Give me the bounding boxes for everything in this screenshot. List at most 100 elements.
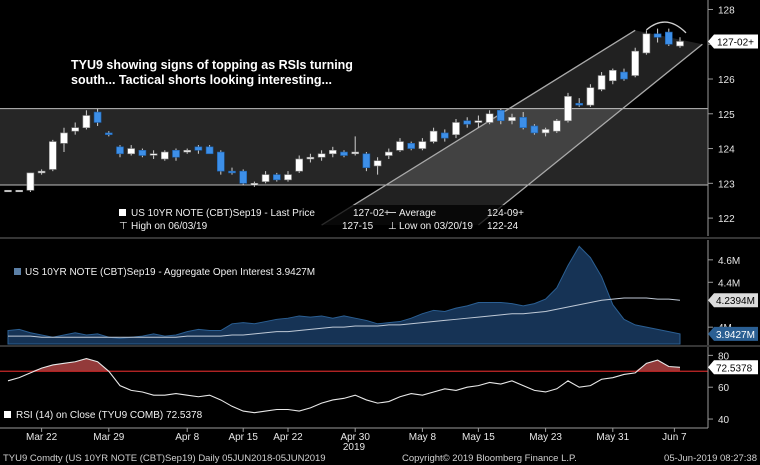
candle-body xyxy=(530,125,539,134)
oi-average-tag-bg xyxy=(708,293,758,308)
rsi-value-tag: 72.5378 xyxy=(708,360,758,375)
rsi-axis-ticks: 80 60 40 xyxy=(708,351,730,426)
candle-body xyxy=(664,31,673,45)
candle-body xyxy=(93,111,102,123)
average-legend-label: Average xyxy=(399,208,437,219)
candle-body xyxy=(653,33,662,38)
price-panel: 128127126125124123122 127-02+ xyxy=(0,0,758,236)
rsi-tick-label: 60 xyxy=(718,383,730,394)
last-price-legend-value: 127-02+ xyxy=(353,208,390,219)
rsi-overbought-fill xyxy=(8,358,680,372)
candle-body xyxy=(642,33,651,54)
candle-body xyxy=(474,120,483,123)
candle-body xyxy=(418,141,427,149)
candle-body xyxy=(440,132,449,139)
candle-body xyxy=(575,103,584,106)
average-legend-value: 124-09+ xyxy=(487,208,524,219)
rsi-value-tag-bg xyxy=(708,360,758,375)
price-tick-label: 125 xyxy=(718,110,735,121)
candle-body xyxy=(552,120,561,132)
candle-body xyxy=(564,96,572,122)
x-tick-label: Apr 30 xyxy=(340,432,370,443)
candle-body xyxy=(541,129,550,134)
oi-legend-swatch xyxy=(14,268,21,275)
rising-channel xyxy=(321,30,703,226)
annotation-line-2: south... Tactical shorts looking interes… xyxy=(71,73,332,87)
candle-body xyxy=(407,143,416,149)
candle-body xyxy=(250,183,259,186)
footer-security-info: TYU9 Comdty (US 10YR NOTE (CBT)Sep19) Da… xyxy=(3,453,326,464)
candle-body xyxy=(306,156,315,160)
footer-timestamp: 05-Jun-2019 08:27:38 xyxy=(664,453,757,464)
channel-lower-line xyxy=(477,43,703,226)
low-marker-icon: ⊥ xyxy=(388,221,397,232)
annotation-line-1: TYU9 showing signs of topping as RSIs tu… xyxy=(71,58,353,72)
price-tick-label: 124 xyxy=(718,145,735,156)
candle-body xyxy=(676,41,684,47)
candle-body xyxy=(228,170,236,174)
candle-body xyxy=(597,75,606,90)
x-axis-ticks: Mar 22 Mar 29 Apr 8 Apr 15 Apr 22 Apr 30 May 8… xyxy=(26,428,687,443)
candle-body xyxy=(508,116,516,122)
open-interest-area xyxy=(7,245,681,345)
x-tick-label: May 23 xyxy=(529,432,562,443)
price-tick-label: 123 xyxy=(718,179,735,190)
candle-body xyxy=(362,153,371,168)
oi-last-tag-bg xyxy=(708,326,758,341)
price-tick-label: 126 xyxy=(718,75,735,86)
candle-body xyxy=(463,120,472,125)
rsi-line xyxy=(7,357,681,414)
candle-body xyxy=(261,174,270,182)
candle-body xyxy=(48,141,57,170)
last-price-legend-label: US 10YR NOTE (CBT)Sep19 - Last Price xyxy=(131,208,315,219)
candle-body xyxy=(239,170,247,184)
candle-body xyxy=(82,115,91,128)
x-tick-label: Jun 7 xyxy=(662,432,687,443)
candle-body xyxy=(15,189,23,193)
rsi-tick-label: 80 xyxy=(718,351,730,362)
oi-last-tag-label: 3.9427M xyxy=(716,330,755,341)
oi-average-tag: 4.2394M xyxy=(708,293,758,308)
low-legend-value: 122-24 xyxy=(487,221,519,232)
candle-body xyxy=(295,158,304,172)
candle-body xyxy=(105,132,113,135)
rsi-panel: 80 60 40 72.5378 RSI (14) on Close (TYU9 C… xyxy=(0,347,758,428)
candle-body xyxy=(351,151,360,155)
topping-arc xyxy=(645,21,687,34)
candle-body xyxy=(485,113,494,123)
price-tick-label: 122 xyxy=(718,214,735,225)
candle-body xyxy=(384,151,393,156)
x-tick-label: May 15 xyxy=(462,432,495,443)
candle-body xyxy=(496,110,505,122)
rsi-value-tag-label: 72.5378 xyxy=(716,363,753,374)
candle-body xyxy=(620,71,628,80)
candle-body xyxy=(116,146,124,155)
oi-last-tag: 3.9427M xyxy=(708,326,758,341)
low-legend-label: Low on 03/20/19 xyxy=(399,221,473,232)
candle-body xyxy=(608,70,617,82)
price-candles xyxy=(4,28,684,193)
candle-body xyxy=(328,149,337,155)
candle-body xyxy=(373,160,382,167)
x-tick-label: Mar 22 xyxy=(26,432,58,443)
rsi-legend-swatch xyxy=(4,411,11,418)
candle-body xyxy=(127,148,135,155)
oi-legend-label: US 10YR NOTE (CBT)Sep19 - Aggregate Open… xyxy=(25,267,315,278)
open-interest-average-line xyxy=(8,297,681,338)
x-tick-label: Apr 8 xyxy=(175,432,199,443)
oi-tick-label: 4.6M xyxy=(718,256,740,267)
candle-body xyxy=(194,146,203,151)
last-price-tag: 127-02+ xyxy=(708,34,758,49)
candle-body xyxy=(519,116,528,128)
candle-body xyxy=(26,172,35,191)
x-tick-label: May 31 xyxy=(596,432,629,443)
x-tick-label: May 8 xyxy=(409,432,437,443)
candle-body xyxy=(71,127,79,132)
candle-body xyxy=(284,174,292,181)
x-axis-year: 2019 xyxy=(343,442,366,453)
open-interest-panel: 4.6M4.4M4M 4.2394M 3.9427M US 10YR NOTE … xyxy=(7,240,758,345)
candle-body xyxy=(396,141,404,151)
candle-body xyxy=(217,151,225,172)
candle-body xyxy=(272,174,281,181)
